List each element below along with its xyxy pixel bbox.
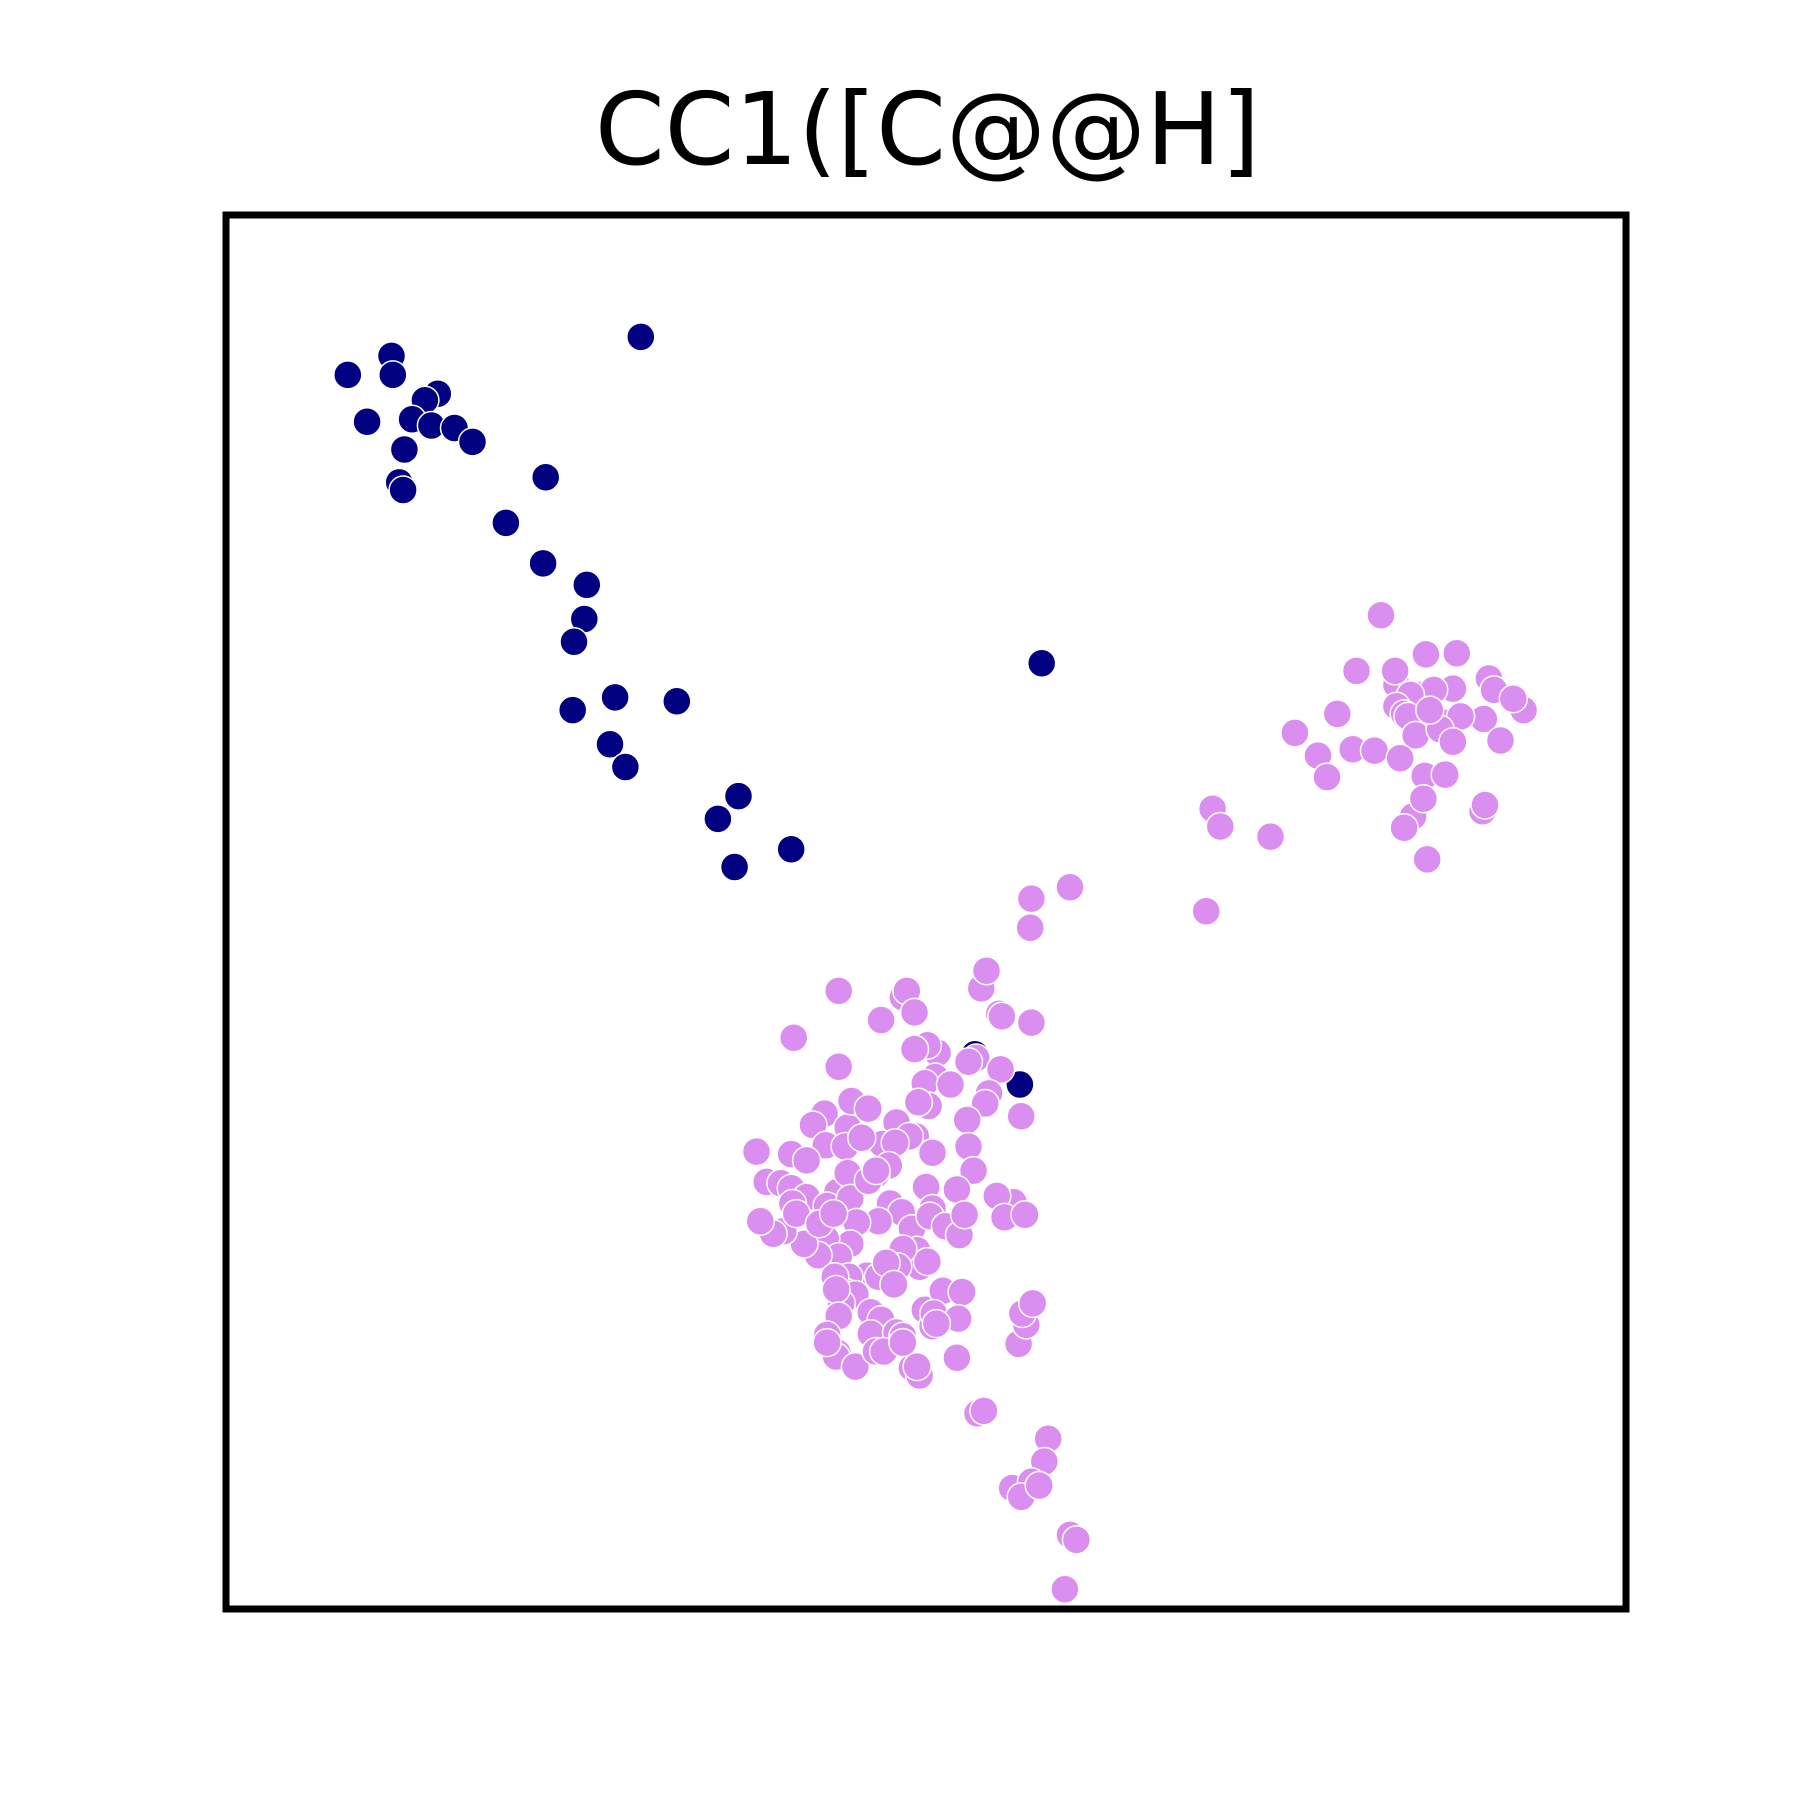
scatter-point-s1-169 [888,1327,918,1358]
scatter-point-s0-28 [719,852,750,882]
scatter-point-s1-28 [1359,735,1390,766]
scatter-point-s0-25 [723,781,754,811]
scatter-point-s1-53 [899,997,930,1028]
scatter-point-s1-163 [840,1351,871,1382]
scatter-point-s1-131 [949,1200,980,1230]
scatter-point-s1-3 [1341,656,1372,686]
scatter-point-s1-109 [942,1174,972,1205]
scatter-point-s0-13 [530,462,561,493]
scatter-point-s1-23 [1485,725,1516,756]
scatter-point-s1-51 [971,955,1002,986]
scatter-point-s1-175 [1010,1200,1040,1230]
scatter-point-s0-2 [378,360,408,390]
scatter-point-s1-22 [1415,695,1445,725]
scatter-point-s0-12 [388,475,418,505]
scatter-point-s0-17 [572,570,602,600]
scatter-point-s1-47 [1015,912,1045,943]
scatter-point-s1-187 [1024,1470,1054,1501]
scatter-point-s1-24 [1438,726,1468,757]
scatter-point-s0-26 [703,804,733,834]
scatter-point-s0-27 [776,834,806,865]
scatter-point-s0-15 [491,508,521,538]
scatter-point-s1-87 [791,1145,822,1176]
scatter-point-s1-85 [853,1093,884,1124]
scatter-point-s1-6 [1380,656,1410,686]
scatter-point-s1-73 [935,1069,966,1100]
scatter-point-s1-36 [1430,759,1460,790]
scatter-point-s1-179 [1017,1288,1048,1319]
scatter-point-s1-171 [942,1343,972,1373]
scatter-point-s0-9 [457,427,488,457]
scatter-point-s0-19 [559,627,589,657]
scatter-point-s1-189 [1061,1525,1092,1555]
scatter-point-s0-0 [333,360,363,390]
scatter-point-s1-31 [1280,718,1310,748]
scatter-point-s1-62 [899,1034,930,1064]
scatter-point-s1-2 [1411,639,1441,670]
scatter-point-s0-10 [389,434,420,465]
scatter-point-s1-181 [969,1396,999,1426]
chart-title: CC1([C@@H] [594,71,1261,188]
scatter-point-s1-0 [1366,600,1396,630]
scatter-point-s1-44 [1191,896,1221,926]
scatter-point-s1-32 [1312,762,1342,792]
scatter-point-s1-35 [1408,783,1439,814]
scatter-point-s0-14 [626,322,656,352]
scatter-point-s1-134 [912,1246,943,1277]
scatter-point-s1-57 [953,1047,984,1077]
scatter-point-s0-5 [352,406,382,437]
scatter-point-s1-58 [823,976,854,1006]
scatter-point-s1-95 [847,1122,877,1153]
scatter-point-s0-20 [557,695,588,725]
scatter-point-s1-75 [917,1138,948,1168]
scatter-point-s1-29 [1385,743,1415,773]
scatter-point-s1-77 [958,1155,989,1186]
scatter-point-s1-43 [1389,812,1419,843]
scatter-point-s1-42 [1412,844,1442,875]
scatter-point-s1-63 [987,1001,1017,1031]
scatter-point-s0-21 [600,682,630,713]
scatter-point-s1-125 [745,1206,776,1236]
scatter-point-s1-61 [866,1005,896,1035]
scatter-point-s1-46 [1016,883,1047,914]
scatter-point-s1-72 [952,1105,982,1135]
scatter-point-s1-40 [1205,811,1236,842]
scatter-point-s1-59 [778,1022,809,1053]
scatter-point-s1-60 [823,1052,854,1082]
scatter-point-s1-1 [1442,638,1472,668]
scatter-point-s0-23 [595,729,625,760]
scatter-point-s1-143 [879,1269,909,1300]
scatter-point-s0-29 [1026,648,1057,679]
scatter-point-s1-190 [1050,1574,1080,1605]
scatter-point-s1-127 [818,1198,849,1229]
scatter-point-s1-78 [903,1087,934,1118]
scatter-point-s1-38 [1470,790,1500,820]
scatter-point-s1-41 [1255,821,1286,852]
scatter-point-s0-24 [610,752,641,782]
scatter-point-s1-45 [1055,872,1085,902]
scatter-point-s0-22 [662,686,692,716]
scatter-point-s1-64 [1016,1007,1047,1038]
scatter-point-s1-166 [812,1327,842,1358]
scatter-point-s1-65 [985,1054,1016,1085]
scatter-point-s1-152 [821,1274,851,1305]
scatter-point-s1-15 [1322,699,1353,729]
scatter-point-s1-26 [1498,683,1529,714]
scatter-point-s1-146 [947,1277,977,1307]
scatter-point-s1-170 [902,1351,932,1382]
points-layer [333,322,1539,1605]
scatter-point-s0-16 [528,548,558,579]
scatter-point-s1-159 [921,1308,952,1339]
scatter-point-s1-76 [953,1131,984,1162]
scatter-point-s1-66 [1006,1101,1036,1131]
scatter-point-s1-99 [741,1136,772,1167]
scatter-point-s1-107 [861,1155,891,1186]
